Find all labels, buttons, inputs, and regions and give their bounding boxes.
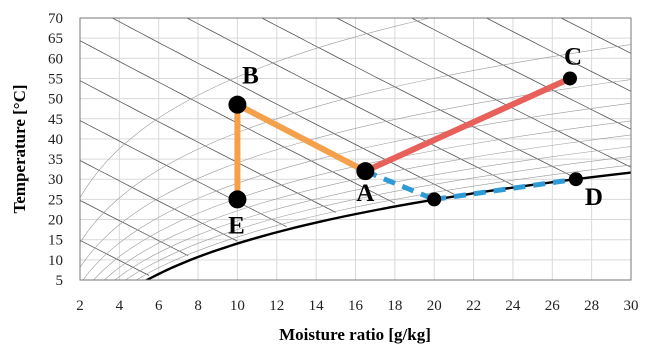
x-tick-label: 30 <box>624 298 639 314</box>
enthalpy-line <box>80 239 150 276</box>
process-segment <box>234 101 369 175</box>
rh-curve <box>93 120 631 280</box>
y-tick-label: 25 <box>48 192 63 208</box>
enthalpy-line <box>335 18 631 168</box>
point-labels: A B C D E <box>228 43 603 239</box>
x-tick-label: 14 <box>309 298 325 314</box>
relative-humidity-curves <box>80 18 631 280</box>
point-label-c: C <box>564 43 582 70</box>
saturation-curve <box>144 171 631 280</box>
x-tick-label: 16 <box>348 298 364 314</box>
y-tick-label: 30 <box>48 172 63 188</box>
enthalpy-line <box>80 199 189 257</box>
y-tick-label: 5 <box>56 273 64 289</box>
rh-curve <box>80 79 631 268</box>
state-point-marker <box>427 192 442 207</box>
point-label-b: B <box>242 63 259 90</box>
grid <box>79 17 632 281</box>
state-point-marker <box>356 162 375 181</box>
plot-frame <box>79 17 632 281</box>
y-tick-label: 50 <box>48 92 63 108</box>
state-point-marker <box>568 172 583 187</box>
state-point-marker <box>228 95 247 114</box>
y-tick-label: 65 <box>48 31 63 47</box>
y-tick-label: 35 <box>48 152 63 168</box>
y-tick-labels: 5 10 15 20 25 30 35 40 45 50 55 60 65 70 <box>48 11 63 289</box>
x-tick-label: 4 <box>116 298 124 314</box>
y-tick-label: 55 <box>48 71 63 87</box>
y-tick-label: 45 <box>48 112 63 128</box>
enthalpy-line <box>261 18 573 177</box>
rh-curve <box>80 18 432 199</box>
rh-curve <box>114 146 631 280</box>
y-tick-label: 60 <box>48 51 63 67</box>
rh-curve <box>103 134 631 280</box>
y-tick-label: 20 <box>48 213 63 229</box>
x-tick-label: 22 <box>466 298 481 314</box>
point-label-e: E <box>228 212 245 239</box>
y-tick-label: 15 <box>48 233 63 249</box>
y-tick-label: 70 <box>48 11 63 27</box>
process-lines <box>234 75 577 203</box>
rh-curve <box>80 44 631 244</box>
x-tick-label: 10 <box>230 298 245 314</box>
enthalpy-line <box>485 18 631 92</box>
state-point-marker <box>562 71 577 86</box>
enthalpy-line <box>560 18 631 54</box>
saturation-line <box>144 171 631 280</box>
rh-curve <box>124 156 631 280</box>
x-tick-label: 26 <box>545 298 561 314</box>
x-tick-label: 20 <box>427 298 442 314</box>
state-point-marker <box>228 190 247 209</box>
x-tick-label: 2 <box>76 298 84 314</box>
x-tick-label: 18 <box>387 298 402 314</box>
state-points <box>228 71 583 209</box>
enthalpy-line <box>80 40 396 204</box>
y-tick-label: 40 <box>48 132 63 148</box>
x-axis-label: Moisture ratio [g/kg] <box>279 325 431 344</box>
enthalpy-line <box>186 18 514 186</box>
x-tick-labels: 2 4 6 8 10 12 14 16 18 20 22 24 26 28 30 <box>76 298 638 314</box>
rh-curve <box>135 164 631 280</box>
x-tick-label: 28 <box>584 298 599 314</box>
enthalpy-line <box>80 120 287 228</box>
x-tick-label: 24 <box>505 298 521 314</box>
x-tick-label: 12 <box>269 298 284 314</box>
point-label-a: A <box>356 180 374 207</box>
y-axis-label: Temperature [°C] <box>10 84 29 213</box>
process-segment <box>362 75 573 175</box>
x-tick-label: 6 <box>155 298 163 314</box>
process-segment <box>364 168 436 202</box>
y-tick-label: 10 <box>48 253 63 269</box>
rh-curve <box>82 102 631 280</box>
point-label-d: D <box>585 184 603 211</box>
process-segment <box>433 176 577 202</box>
enthalpy-line <box>410 18 631 130</box>
enthalpy-line <box>80 80 336 213</box>
enthalpy-line <box>80 159 238 242</box>
x-tick-label: 8 <box>194 298 202 314</box>
